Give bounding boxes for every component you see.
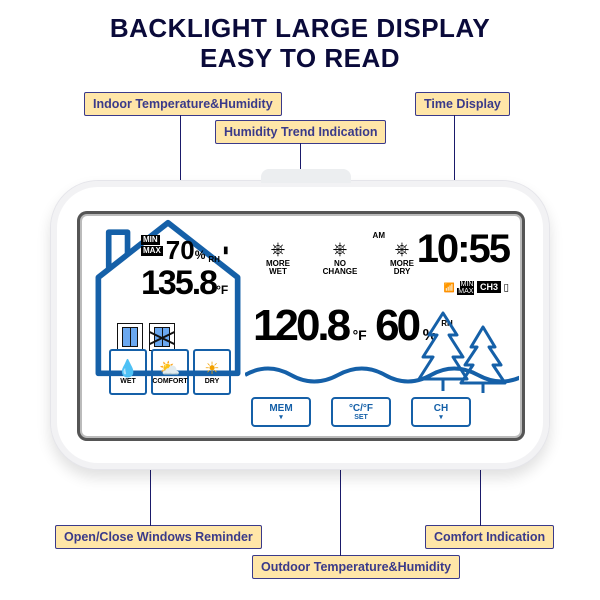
indoor-temp-value: 135.8 xyxy=(141,264,216,303)
lcd-screen: MINMAX 70 % RH ▮ 135.8 °F xyxy=(77,211,525,441)
pin-icon: ⎈ xyxy=(255,239,301,260)
headline-line2: EASY TO READ xyxy=(0,44,600,74)
window-reminder xyxy=(117,323,175,351)
headline: BACKLIGHT LARGE DISPLAY EASY TO READ xyxy=(0,0,600,74)
callout-time: Time Display xyxy=(415,92,510,116)
wifi-icon: 📶 xyxy=(444,282,455,292)
channel-badge: CH3 xyxy=(477,281,501,293)
trend-no-change: ⎈NOCHANGE xyxy=(317,239,363,277)
callout-windows: Open/Close Windows Reminder xyxy=(55,525,262,549)
callout-comfort: Comfort Indication xyxy=(425,525,554,549)
device-tab xyxy=(261,169,351,183)
wave-divider xyxy=(245,362,519,388)
comfort-wet: 💧WET xyxy=(109,349,147,395)
outdoor-humidity-value: 60 xyxy=(375,301,418,350)
trend-more-wet: ⎈MOREWET xyxy=(255,239,301,277)
mem-button[interactable]: MEM▾ xyxy=(251,397,311,427)
lcd-inner: MINMAX 70 % RH ▮ 135.8 °F xyxy=(83,217,519,435)
callout-outdoor: Outdoor Temperature&Humidity xyxy=(252,555,460,579)
channel-info: 📶 MINMAX CH3 ▯ xyxy=(444,281,509,295)
humidity-trends: ⎈MOREWET ⎈NOCHANGE ⎈MOREDRY xyxy=(255,239,425,277)
battery-icon: ▮ xyxy=(223,245,229,256)
unit-set-button[interactable]: °C/°FSET xyxy=(331,397,391,427)
callout-indoor: Indoor Temperature&Humidity xyxy=(84,92,282,116)
indoor-humidity-value: 70 xyxy=(166,235,195,266)
button-row: MEM▾ °C/°FSET CH▾ xyxy=(251,397,471,427)
time-value: 10:55 xyxy=(417,227,509,272)
device-body: MINMAX 70 % RH ▮ 135.8 °F xyxy=(50,180,550,470)
window-closed-icon xyxy=(149,323,175,351)
ch-button[interactable]: CH▾ xyxy=(411,397,471,427)
indoor-stats: MINMAX 70 % RH ▮ 135.8 °F xyxy=(141,235,241,303)
pin-icon: ⎈ xyxy=(317,239,363,260)
window-open-icon xyxy=(117,323,143,351)
comfort-row: 💧WET ⛅COMFORT ☀DRY xyxy=(109,349,231,395)
battery-icon: ▯ xyxy=(503,282,509,293)
time-ampm: AM xyxy=(373,231,385,240)
callout-humidity-trend: Humidity Trend Indication xyxy=(215,120,386,144)
headline-line1: BACKLIGHT LARGE DISPLAY xyxy=(0,14,600,44)
indoor-minmax: MINMAX xyxy=(141,235,163,257)
outdoor-temp-value: 120.8 xyxy=(253,301,348,350)
comfort-comfort: ⛅COMFORT xyxy=(151,349,189,395)
comfort-dry: ☀DRY xyxy=(193,349,231,395)
